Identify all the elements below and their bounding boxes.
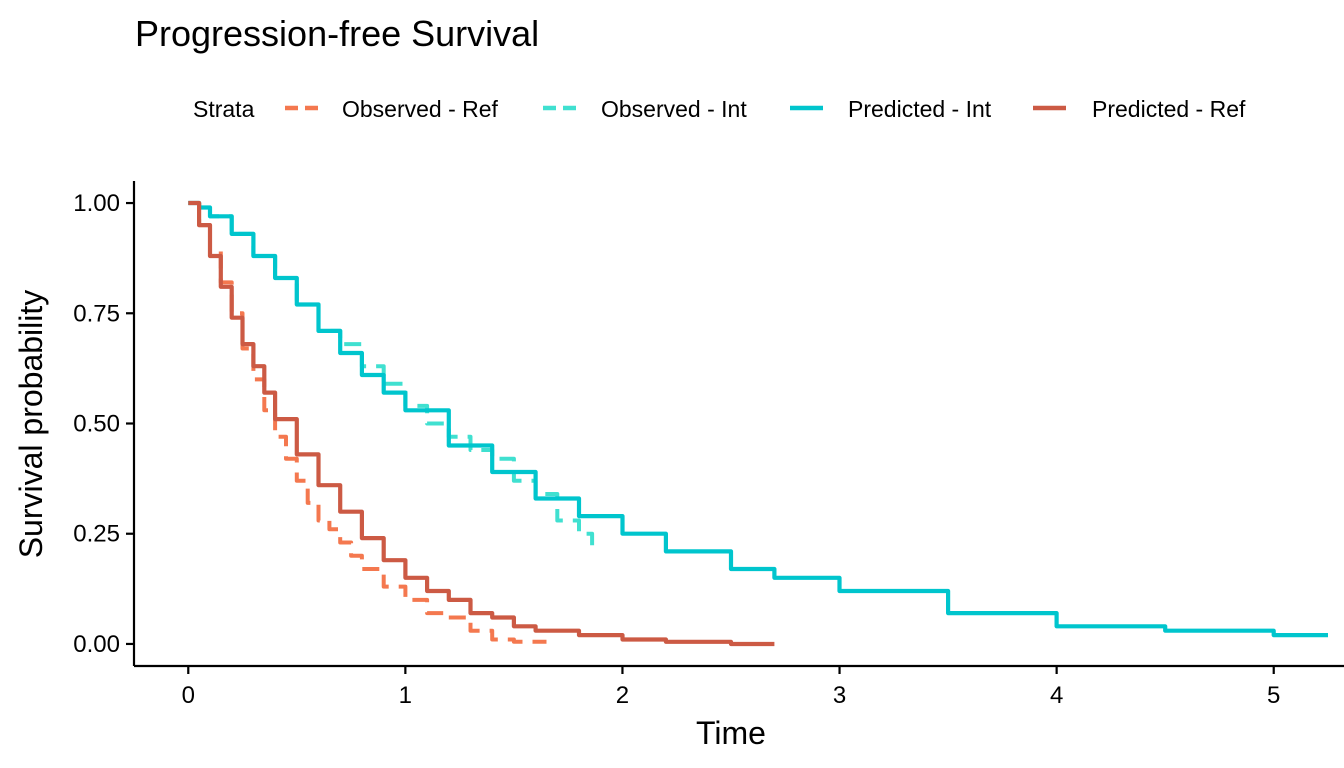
series-line-predicted-int	[188, 200, 1328, 638]
x-tick-label: 3	[833, 682, 846, 709]
x-tick-label: 5	[1267, 682, 1280, 709]
series-line-observed-int	[188, 201, 595, 547]
x-tick-label: 1	[399, 682, 412, 709]
x-tick-label: 4	[1050, 682, 1063, 709]
legend-label-observed-ref: Observed - Ref	[342, 96, 499, 122]
legend: Strata Observed - Ref Observed - Int Predi…	[193, 96, 1246, 122]
x-axis-ticks: 0 1 2 3 4 5	[182, 666, 1280, 709]
legend-label-predicted-ref: Predicted - Ref	[1092, 96, 1246, 122]
series-line-predicted-ref	[188, 200, 775, 647]
series-line-observed-ref	[188, 201, 547, 644]
y-tick-label: 0.25	[73, 521, 120, 548]
y-tick-label: 0.00	[73, 631, 120, 658]
legend-label-observed-int: Observed - Int	[601, 96, 747, 122]
y-axis-ticks: 0.00 0.25 0.50 0.75 1.00	[73, 190, 134, 658]
y-tick-label: 0.75	[73, 300, 120, 327]
legend-title: Strata	[193, 96, 255, 122]
chart-title: Progression-free Survival	[135, 13, 539, 54]
x-axis-title: Time	[696, 715, 766, 751]
curves	[188, 200, 1328, 647]
x-tick-label: 2	[616, 682, 629, 709]
y-tick-label: 0.50	[73, 411, 120, 438]
plot-area: 0 1 2 3 4 5 0.00 0.25 0.50 0.75 1.00	[73, 181, 1344, 709]
y-tick-label: 1.00	[73, 190, 120, 217]
x-tick-label: 0	[182, 682, 195, 709]
y-axis-title: Survival probability	[13, 290, 49, 559]
legend-label-predicted-int: Predicted - Int	[848, 96, 992, 122]
